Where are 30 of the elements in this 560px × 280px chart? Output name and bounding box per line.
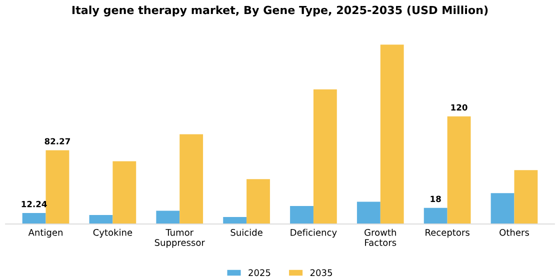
bar <box>356 202 380 224</box>
bar <box>490 193 514 224</box>
x-tick-label: Deficiency <box>290 228 337 238</box>
bar <box>22 213 46 224</box>
data-label: 18 <box>430 196 441 202</box>
bar <box>514 170 538 224</box>
x-tick-label: Cytokine <box>93 228 132 238</box>
x-tick-label: Antigen <box>28 228 62 238</box>
legend-label: 2025 <box>248 269 270 276</box>
bar <box>447 116 471 224</box>
bar <box>380 44 404 224</box>
chart-title: Italy gene therapy market, By Gene Type, 2025-2035 (USD Million) <box>72 6 488 16</box>
x-tick-label: Receptors <box>426 229 470 238</box>
bar <box>424 208 448 224</box>
x-tick-label: Growth Factors <box>364 228 396 246</box>
bar <box>46 150 70 224</box>
bar <box>313 89 337 224</box>
x-tick-label: Others <box>500 228 529 236</box>
data-label: 82.27 <box>44 138 70 144</box>
bar <box>246 179 270 224</box>
x-tick-label: Tumor Suppressor <box>154 229 205 248</box>
bar <box>290 206 314 224</box>
bar <box>223 217 247 224</box>
bar <box>156 210 180 224</box>
x-tick-label: Suicide <box>230 228 262 236</box>
bar <box>112 161 136 224</box>
bar <box>89 215 113 224</box>
data-label: 120 <box>451 104 468 111</box>
legend-label: 2035 <box>310 269 332 276</box>
bar <box>180 134 204 224</box>
